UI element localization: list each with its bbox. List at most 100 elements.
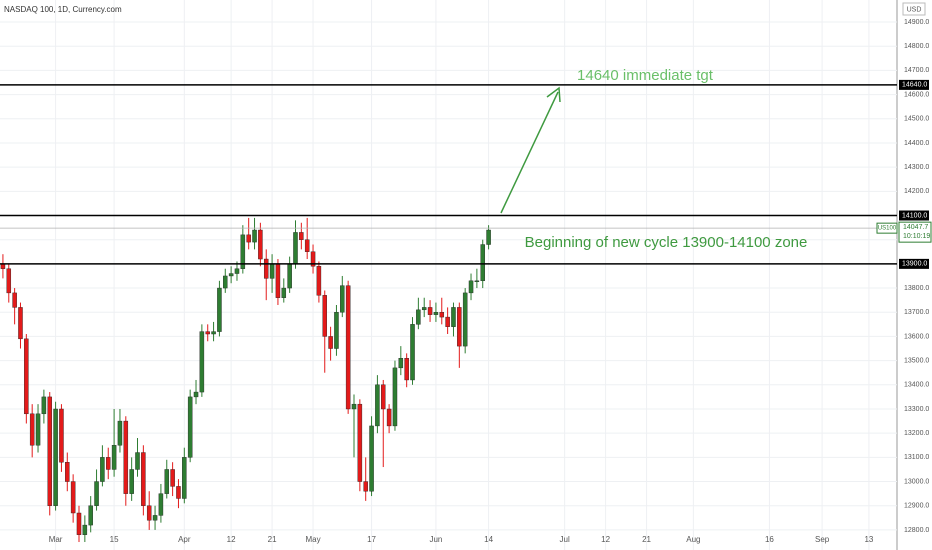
candle-body — [246, 234, 251, 243]
candle-body — [433, 312, 439, 315]
candle-body — [141, 452, 146, 506]
candle-body — [392, 367, 398, 427]
candle-body — [404, 358, 409, 381]
candle-body — [252, 229, 257, 243]
candle-body — [88, 505, 93, 526]
y-tick-label: 14900.0 — [904, 19, 929, 26]
candle-body — [152, 515, 158, 521]
y-tick-label: 14300.0 — [904, 164, 929, 171]
candle-body — [211, 331, 216, 335]
candle-body — [199, 331, 205, 393]
y-tick-label: 13300.0 — [904, 406, 929, 413]
candle-body — [386, 408, 392, 427]
candle-body — [381, 384, 386, 410]
candle-body — [123, 420, 129, 494]
candle-body — [451, 307, 456, 327]
y-tick-label: 14400.0 — [904, 140, 929, 147]
price-box — [898, 221, 932, 243]
candle-body — [146, 505, 152, 521]
arrow-head — [546, 86, 561, 103]
candle-body — [457, 307, 462, 347]
candle-body — [287, 263, 292, 289]
candle-body — [316, 266, 322, 296]
candle-body — [304, 239, 310, 252]
candle-body — [258, 229, 263, 260]
candle-body — [281, 287, 287, 298]
level-label: 14640.0 — [902, 82, 927, 89]
x-tick-label: 21 — [642, 535, 651, 544]
candle-body — [421, 307, 427, 311]
candle-body — [182, 457, 187, 499]
candle-body — [164, 469, 170, 494]
candle-body — [170, 469, 175, 487]
candle-body — [427, 307, 433, 315]
symbol: US100 — [878, 226, 897, 232]
y-tick-label: 13200.0 — [904, 430, 929, 437]
y-tick-label: 13700.0 — [904, 309, 929, 316]
candle-body — [205, 331, 210, 335]
annotation: Beginning of new cycle 13900-14100 zone — [525, 234, 808, 251]
candle-body — [65, 462, 70, 482]
candle-body — [375, 384, 380, 427]
y-tick-label: 13100.0 — [904, 454, 929, 461]
candle-body — [6, 268, 12, 294]
x-tick-label: Apr — [178, 535, 191, 544]
candle-body — [24, 338, 29, 415]
candle-body — [129, 469, 134, 494]
x-tick-label: 14 — [484, 535, 493, 544]
candle-body — [310, 251, 316, 267]
candle-body — [53, 408, 58, 506]
candle-body — [117, 420, 123, 446]
candle-body — [363, 481, 368, 492]
candle-body — [70, 481, 76, 514]
candle-body — [234, 268, 240, 274]
candle-body — [94, 481, 99, 506]
candle-body — [345, 285, 351, 410]
candle-body — [217, 287, 222, 332]
x-tick-label: 12 — [601, 535, 610, 544]
candle-body — [410, 324, 415, 381]
chart-title: NASDAQ 100, 1D, Currency.com — [4, 5, 122, 14]
x-tick-label: Jul — [560, 535, 570, 544]
candle-body — [480, 244, 485, 282]
candle-body — [416, 309, 421, 325]
candle-body — [462, 292, 468, 347]
candle-body — [100, 457, 105, 482]
candle-body — [369, 425, 374, 492]
y-tick-label: 14800.0 — [904, 43, 929, 50]
candle-body — [228, 273, 234, 277]
candle-body — [357, 403, 363, 482]
countdown: 10:10:19 — [903, 233, 930, 240]
candle-body — [111, 445, 117, 470]
y-tick-label: 14500.0 — [904, 116, 929, 123]
price-axis — [897, 0, 932, 550]
candle-body — [193, 391, 199, 398]
x-tick-label: Jun — [429, 535, 442, 544]
candle-body — [187, 396, 193, 458]
candle-body — [398, 358, 404, 369]
x-tick-label: 15 — [110, 535, 119, 544]
level-box — [899, 210, 929, 221]
x-tick-label: Sep — [815, 535, 830, 544]
x-tick-label: 17 — [367, 535, 376, 544]
currency: USD — [907, 6, 922, 13]
x-tick-label: Mar — [49, 535, 63, 544]
candle-body — [223, 275, 228, 289]
y-tick-label: 14600.0 — [904, 91, 929, 98]
x-tick-label: 13 — [864, 535, 873, 544]
y-tick-label: 13500.0 — [904, 357, 929, 364]
candle-body — [240, 234, 246, 269]
x-tick-label: 12 — [227, 535, 236, 544]
candle-body — [299, 232, 304, 240]
y-tick-label: 12800.0 — [904, 527, 929, 534]
candle-body — [176, 486, 181, 499]
candle-body — [35, 413, 41, 446]
x-tick-label: 16 — [765, 535, 774, 544]
symbol-box — [876, 222, 898, 234]
candle-body — [59, 408, 64, 463]
annotation: 14640 immediate tgt — [577, 67, 714, 84]
y-tick-label: 14200.0 — [904, 188, 929, 195]
candle-body — [82, 524, 88, 535]
candle-body — [322, 295, 327, 337]
